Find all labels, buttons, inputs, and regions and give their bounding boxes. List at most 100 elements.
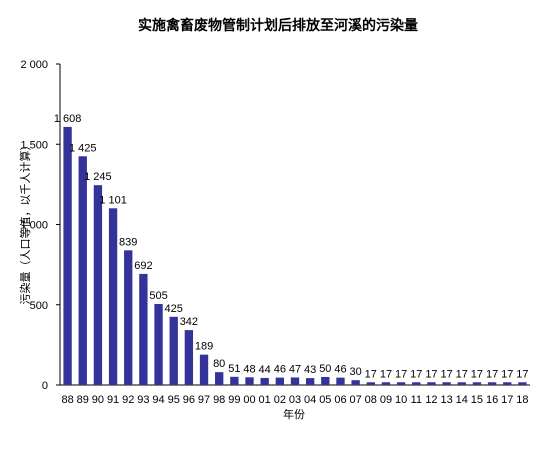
x-tick-label: 00 xyxy=(243,394,255,406)
x-tick-label: 04 xyxy=(304,394,316,406)
data-label: 425 xyxy=(165,303,183,315)
x-tick-label: 89 xyxy=(77,394,89,406)
x-tick-label: 99 xyxy=(228,394,240,406)
x-tick-label: 15 xyxy=(471,394,483,406)
x-tick-label: 98 xyxy=(213,394,225,406)
x-tick-label: 17 xyxy=(501,394,513,406)
data-label: 839 xyxy=(119,236,137,248)
x-tick-label: 07 xyxy=(350,394,362,406)
data-label: 1 608 xyxy=(54,113,82,125)
bar xyxy=(503,382,512,385)
data-label: 47 xyxy=(289,363,301,375)
x-tick-label: 11 xyxy=(411,394,422,406)
bar xyxy=(154,303,163,385)
x-tick-label: 13 xyxy=(440,394,452,406)
bar xyxy=(321,376,330,385)
data-label: 44 xyxy=(259,364,271,376)
data-label: 80 xyxy=(213,358,225,370)
x-ticks: 88 89 90 91 92 93 94 95 96 97 98 99 00 01 02 03 04 05 06 07… xyxy=(61,394,528,406)
x-tick-label: 18 xyxy=(516,394,528,406)
x-tick-label: 90 xyxy=(92,394,104,406)
data-label: 30 xyxy=(350,366,362,378)
chart-title: 实施禽畜废物管制计划后排放至河溪的污染量 xyxy=(138,17,418,34)
bar xyxy=(199,354,209,385)
data-label: 48 xyxy=(243,363,255,375)
data-label: 17 xyxy=(380,368,392,380)
x-tick-label: 03 xyxy=(289,394,301,406)
data-label: 17 xyxy=(425,368,437,380)
bar xyxy=(472,382,482,385)
bar xyxy=(63,126,72,385)
bar xyxy=(275,377,285,385)
y-axis-label: 污染量（人口等值，以千人计算） xyxy=(18,140,32,305)
x-tick-label: 01 xyxy=(259,394,271,406)
x-tick-label: 14 xyxy=(456,394,468,406)
x-tick-label: 02 xyxy=(274,394,286,406)
bar xyxy=(457,382,466,385)
bar xyxy=(124,250,133,385)
data-label: 17 xyxy=(516,368,528,380)
bar xyxy=(93,185,103,385)
bar xyxy=(351,380,360,385)
y-tick-label: 1 000 xyxy=(20,220,48,232)
data-label: 17 xyxy=(365,368,377,380)
x-tick-label: 97 xyxy=(198,394,210,406)
data-label: 17 xyxy=(501,368,513,380)
data-label: 17 xyxy=(486,368,498,380)
bar xyxy=(139,273,148,385)
bar xyxy=(184,330,194,385)
data-label: 189 xyxy=(195,341,213,353)
bar xyxy=(305,378,315,385)
bar xyxy=(78,156,87,385)
bar xyxy=(518,382,527,385)
data-label: 342 xyxy=(180,316,198,328)
x-tick-label: 16 xyxy=(486,394,498,406)
data-label: 43 xyxy=(304,364,316,376)
data-label: 17 xyxy=(456,368,468,380)
data-label: 46 xyxy=(274,364,286,376)
y-tick-label: 1 500 xyxy=(20,139,48,151)
bar xyxy=(381,382,391,385)
data-label: 17 xyxy=(440,368,452,380)
bar xyxy=(260,377,269,385)
bars xyxy=(63,126,527,385)
x-tick-label: 96 xyxy=(183,394,195,406)
bar xyxy=(427,382,436,385)
bar xyxy=(290,377,300,385)
y-tick-label: 2 000 xyxy=(20,59,48,71)
data-label: 46 xyxy=(334,364,346,376)
data-label: 1 425 xyxy=(69,142,97,154)
y-ticks: 0 500 1 000 1 500 2 000 xyxy=(20,59,60,392)
data-label: 50 xyxy=(319,363,331,375)
bar xyxy=(108,208,118,385)
x-tick-label: 08 xyxy=(365,394,377,406)
x-tick-label: 10 xyxy=(395,394,407,406)
x-tick-label: 94 xyxy=(152,394,164,406)
data-label: 17 xyxy=(471,368,483,380)
x-tick-label: 09 xyxy=(380,394,392,406)
bar xyxy=(230,376,239,385)
x-tick-label: 05 xyxy=(319,394,331,406)
bar xyxy=(412,382,421,385)
data-label: 1 245 xyxy=(84,171,112,183)
y-tick-label: 0 xyxy=(42,380,48,392)
bar xyxy=(396,382,406,385)
bar xyxy=(215,372,224,385)
x-tick-label: 88 xyxy=(61,394,73,406)
bar xyxy=(336,377,345,385)
x-tick-label: 06 xyxy=(334,394,346,406)
data-label: 505 xyxy=(149,290,167,302)
bar xyxy=(442,382,451,385)
x-tick-label: 91 xyxy=(107,394,119,406)
x-tick-label: 92 xyxy=(122,394,134,406)
data-label: 51 xyxy=(228,363,240,375)
data-label: 692 xyxy=(134,260,152,272)
bar xyxy=(169,316,178,385)
x-axis-label: 年份 xyxy=(283,407,305,421)
data-label: 17 xyxy=(395,368,407,380)
bar xyxy=(245,377,254,385)
x-tick-label: 12 xyxy=(425,394,437,406)
y-tick-label: 500 xyxy=(30,300,48,312)
